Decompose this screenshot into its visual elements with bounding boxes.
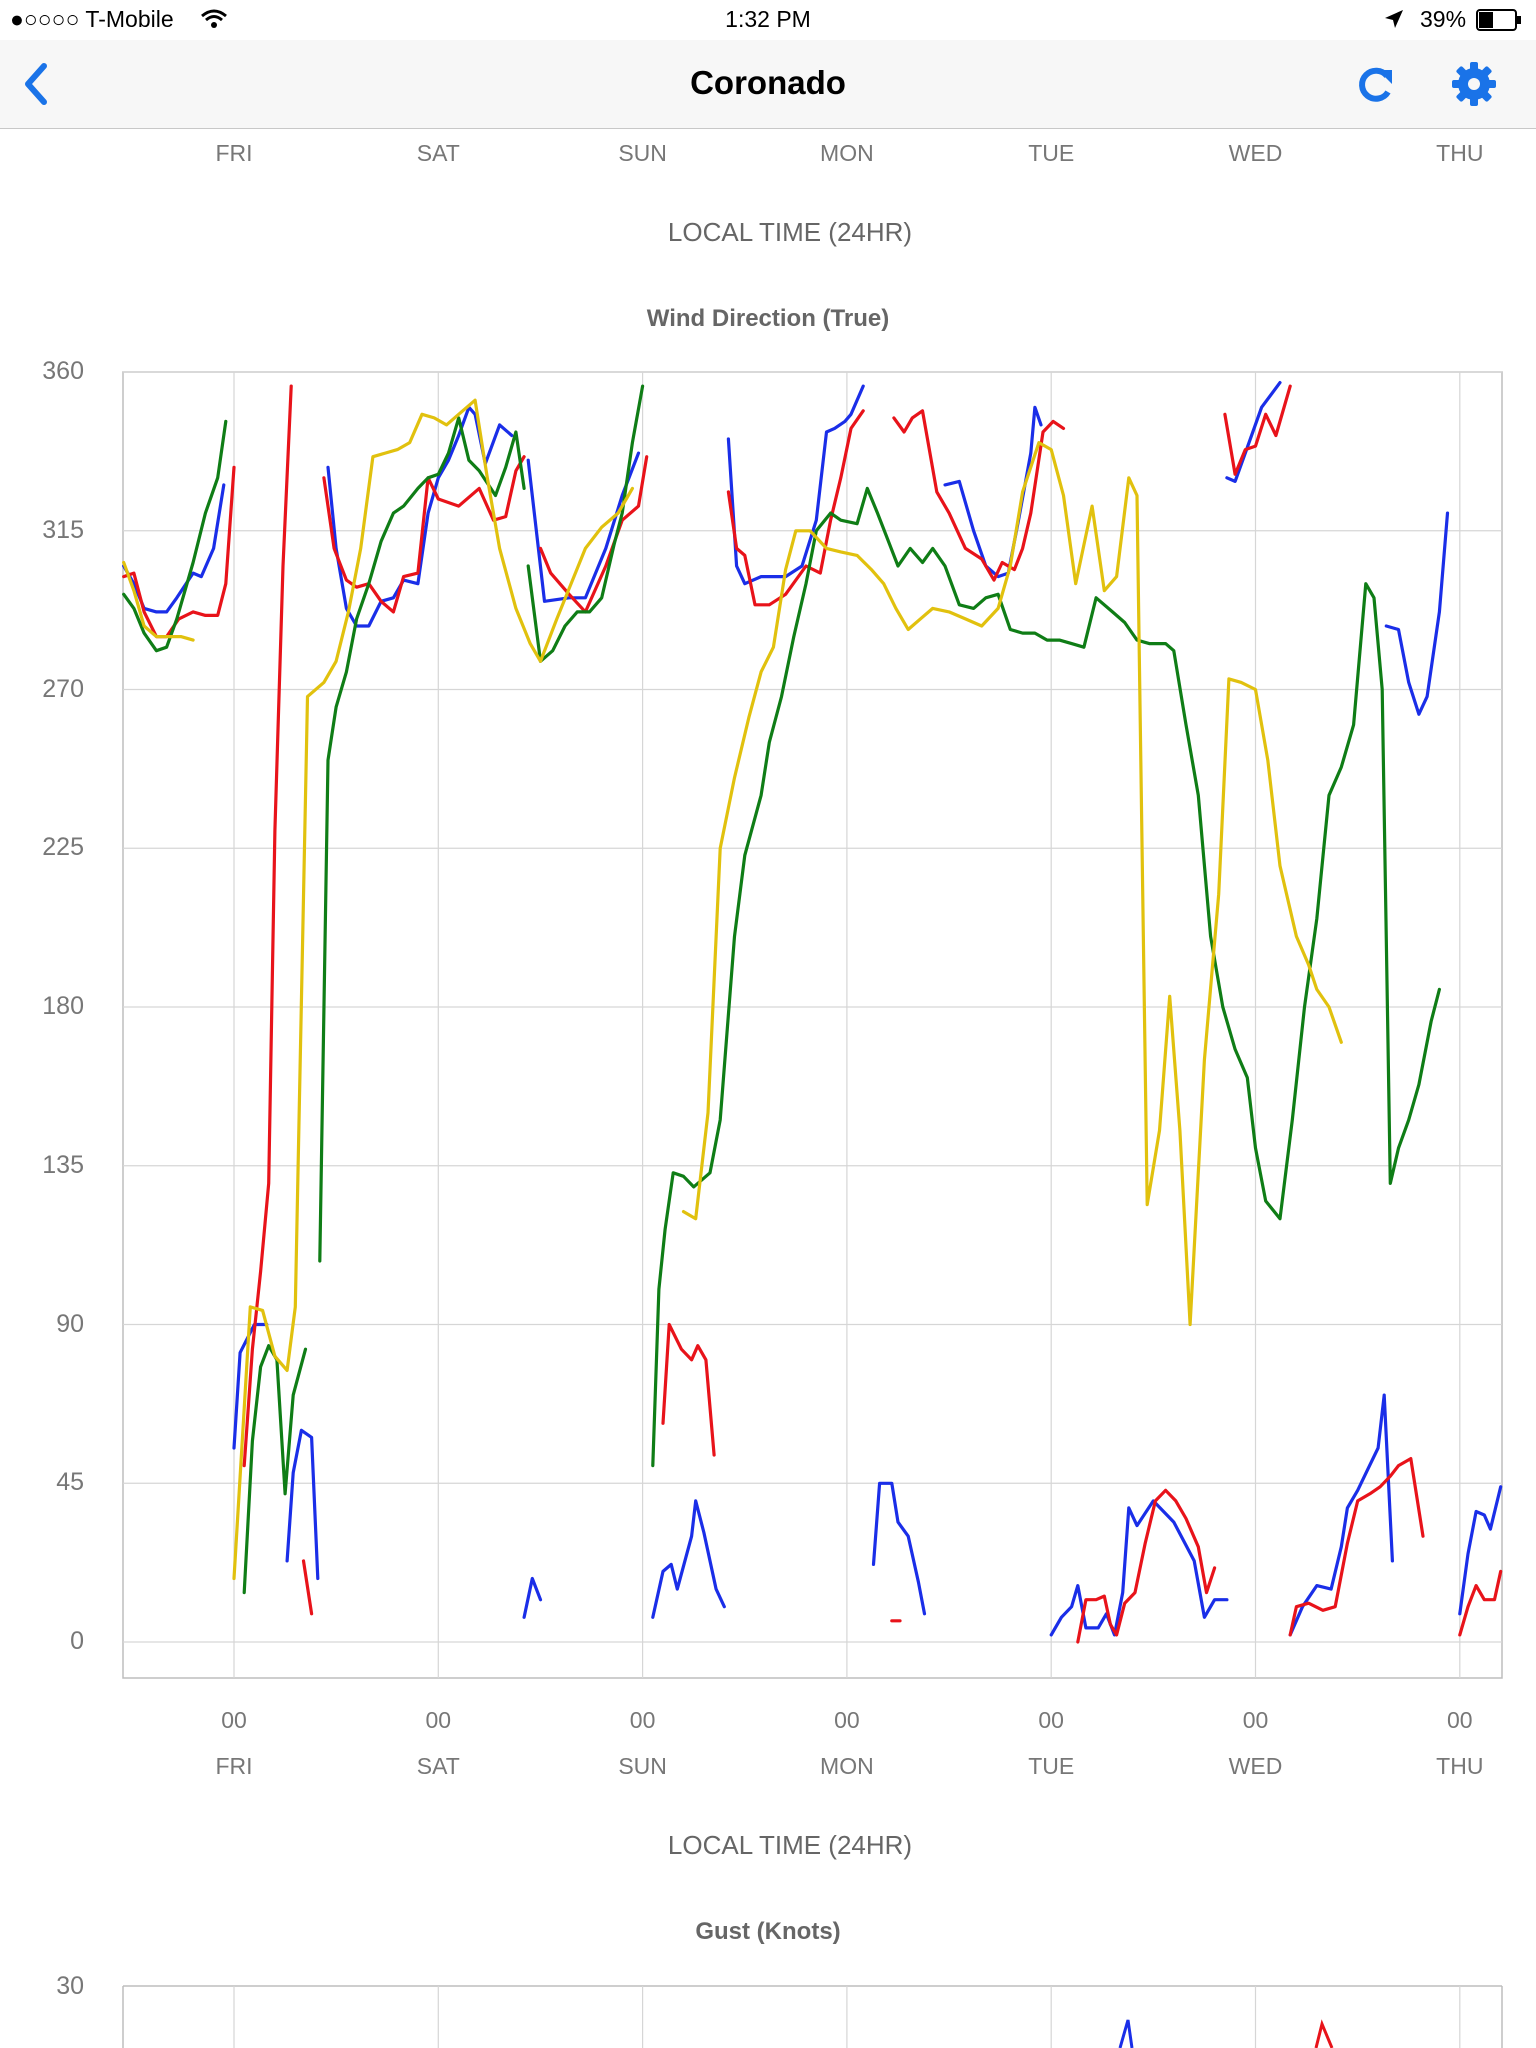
gust-series-line (1314, 2019, 1334, 2048)
series-line (301, 1559, 314, 1616)
top-day-label: THU (1436, 140, 1484, 166)
series-line (1223, 384, 1292, 476)
refresh-icon (1359, 67, 1392, 102)
y-tick-label: 225 (42, 833, 84, 862)
top-day-label: MON (820, 140, 874, 166)
top-day-label: WED (1228, 140, 1283, 166)
x-tick-day-label: TUE (1028, 1753, 1075, 1779)
series-line (1458, 1569, 1503, 1637)
wind-x-axis-title: LOCAL TIME (24HR) (667, 1830, 913, 1860)
series-line (1049, 1499, 1229, 1637)
gust-y-tick-label: 30 (56, 1972, 84, 2000)
x-tick-hour-label: 00 (834, 1707, 860, 1733)
x-tick-hour-label: 00 (629, 1707, 656, 1733)
x-tick-day-label: FRI (215, 1753, 253, 1779)
top-day-label: SUN (618, 140, 667, 166)
series-line (726, 409, 865, 607)
series-line (651, 486, 1442, 1468)
series-line (522, 1576, 543, 1619)
series-line (1458, 1485, 1503, 1616)
battery-icon (1476, 9, 1521, 31)
series-line (661, 1322, 716, 1457)
nav-bar: Coronado (0, 40, 1536, 129)
y-tick-label: 270 (42, 674, 84, 703)
wind-direction-chart (122, 371, 1503, 1679)
gust-chart (122, 1985, 1503, 2048)
page-title: Coronado (690, 64, 846, 101)
status-bar: ●○○○○ T-Mobile 1:32 PM 39% (0, 0, 1536, 40)
series-line (1288, 1456, 1425, 1637)
series-line (943, 405, 1043, 579)
location-arrow-icon (1385, 10, 1403, 28)
back-chevron-icon (25, 63, 47, 105)
y-tick-label: 360 (42, 357, 84, 385)
series-line (892, 409, 1066, 582)
x-tick-hour-label: 00 (1447, 1707, 1473, 1733)
series-line (285, 1428, 320, 1581)
x-tick-hour-label: 00 (425, 1707, 452, 1733)
x-tick-hour-label: 00 (1038, 1707, 1064, 1733)
gust-chart-title: Gust (Knots) (695, 1918, 841, 1945)
x-tick-day-label: SAT (416, 1753, 460, 1779)
y-tick-label: 135 (42, 1150, 84, 1179)
x-tick-day-label: MON (820, 1753, 874, 1779)
x-tick-day-label: THU (1436, 1753, 1484, 1779)
top-day-label: FRI (215, 140, 253, 166)
series-line (681, 441, 1343, 1327)
series-line (651, 1499, 726, 1619)
y-tick-label: 45 (56, 1468, 84, 1497)
top-axis-title: LOCAL TIME (24HR) (667, 217, 913, 247)
settings-button[interactable] (1444, 54, 1504, 114)
battery-percent: 39% (1420, 6, 1467, 32)
series-line (871, 1481, 927, 1616)
clock: 1:32 PM (725, 6, 811, 32)
series-line (232, 398, 635, 1581)
wifi-icon (201, 9, 227, 28)
x-tick-day-label: SUN (618, 1753, 667, 1779)
x-tick-hour-label: 00 (221, 1707, 247, 1733)
wind-direction-chart-title: Wind Direction (True) (646, 305, 890, 332)
series-line (1288, 1393, 1395, 1637)
x-tick-day-label: WED (1228, 1753, 1283, 1779)
x-tick-hour-label: 00 (1242, 1707, 1269, 1733)
series-line (526, 451, 641, 603)
carrier-label: ●○○○○ T-Mobile (10, 6, 174, 32)
top-day-label: SAT (416, 140, 460, 166)
series-line (526, 384, 645, 663)
series-line (122, 419, 228, 653)
series-line (122, 560, 195, 642)
gear-icon (1452, 62, 1496, 106)
refresh-button[interactable] (1346, 54, 1406, 114)
series-line (122, 465, 236, 639)
y-tick-label: 315 (42, 515, 84, 544)
y-tick-label: 0 (70, 1627, 84, 1655)
back-button[interactable] (10, 54, 70, 114)
series-line (538, 455, 649, 614)
series-line (242, 384, 293, 1468)
top-day-label: TUE (1028, 140, 1075, 166)
y-tick-label: 180 (42, 992, 84, 1020)
gust-series-line (1118, 2019, 1134, 2048)
series-line (726, 384, 865, 586)
series-line (1384, 511, 1450, 716)
series-line (318, 416, 526, 1263)
series-line (1076, 1488, 1217, 1644)
y-tick-label: 90 (56, 1309, 84, 1338)
